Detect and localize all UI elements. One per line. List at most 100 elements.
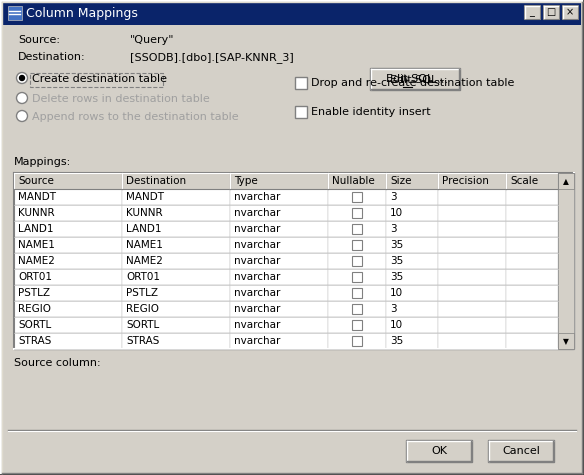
Bar bbox=[386, 173, 438, 189]
Circle shape bbox=[16, 111, 27, 122]
Text: ORT01: ORT01 bbox=[126, 272, 160, 282]
Bar bbox=[438, 173, 506, 189]
Text: Destination:: Destination: bbox=[18, 52, 86, 62]
Bar bbox=[406, 440, 472, 462]
Bar bbox=[295, 106, 307, 118]
Bar bbox=[14, 285, 122, 301]
Bar bbox=[352, 304, 362, 314]
Text: Delete rows in destination table: Delete rows in destination table bbox=[32, 94, 210, 104]
Bar bbox=[122, 285, 230, 301]
Bar bbox=[352, 320, 362, 330]
Bar bbox=[328, 205, 386, 221]
Text: Column Mappings: Column Mappings bbox=[26, 7, 138, 20]
Text: nvarchar: nvarchar bbox=[234, 304, 280, 314]
Bar bbox=[386, 333, 438, 349]
Text: nvarchar: nvarchar bbox=[234, 336, 280, 346]
Text: Source column:: Source column: bbox=[14, 358, 100, 368]
Text: SORTL: SORTL bbox=[18, 320, 51, 330]
Text: PSTLZ: PSTLZ bbox=[18, 288, 50, 298]
Bar bbox=[562, 5, 578, 19]
Text: Precision: Precision bbox=[442, 176, 489, 186]
Bar bbox=[506, 317, 558, 333]
Text: nvarchar: nvarchar bbox=[234, 224, 280, 234]
Text: nvarchar: nvarchar bbox=[234, 192, 280, 202]
Bar bbox=[506, 333, 558, 349]
Text: nvarchar: nvarchar bbox=[234, 240, 280, 250]
Bar bbox=[328, 317, 386, 333]
Bar bbox=[386, 253, 438, 269]
Bar bbox=[14, 173, 122, 189]
Text: nvarchar: nvarchar bbox=[234, 208, 280, 218]
Bar bbox=[122, 269, 230, 285]
Text: Destination: Destination bbox=[126, 176, 186, 186]
Text: ▲: ▲ bbox=[563, 177, 569, 186]
Text: STRAS: STRAS bbox=[126, 336, 159, 346]
Text: nvarchar: nvarchar bbox=[234, 288, 280, 298]
Bar bbox=[328, 333, 386, 349]
Text: Source:: Source: bbox=[18, 35, 60, 45]
Bar bbox=[386, 269, 438, 285]
Bar bbox=[328, 189, 386, 205]
Bar bbox=[386, 221, 438, 237]
Bar bbox=[438, 221, 506, 237]
Bar bbox=[438, 189, 506, 205]
Bar bbox=[328, 269, 386, 285]
Bar bbox=[386, 189, 438, 205]
Bar bbox=[386, 237, 438, 253]
Bar bbox=[506, 205, 558, 221]
Text: LAND1: LAND1 bbox=[18, 224, 54, 234]
Bar bbox=[352, 208, 362, 218]
Text: Edit SQL...: Edit SQL... bbox=[390, 75, 448, 85]
Text: OK: OK bbox=[431, 446, 447, 456]
Bar bbox=[438, 317, 506, 333]
Bar bbox=[506, 221, 558, 237]
Text: Append rows to the destination table: Append rows to the destination table bbox=[32, 112, 239, 122]
Bar bbox=[328, 253, 386, 269]
Bar bbox=[506, 237, 558, 253]
Text: 3: 3 bbox=[390, 192, 397, 202]
Text: 35: 35 bbox=[390, 240, 403, 250]
Text: 10: 10 bbox=[390, 320, 403, 330]
Bar bbox=[488, 440, 554, 462]
Bar bbox=[558, 173, 574, 189]
Text: Size: Size bbox=[390, 176, 412, 186]
Text: ×: × bbox=[566, 7, 574, 17]
Bar bbox=[524, 5, 540, 19]
Text: 35: 35 bbox=[390, 336, 403, 346]
Bar bbox=[386, 285, 438, 301]
Text: Scale: Scale bbox=[510, 176, 538, 186]
Bar bbox=[328, 301, 386, 317]
Circle shape bbox=[19, 76, 25, 80]
Bar bbox=[352, 224, 362, 234]
Text: SORTL: SORTL bbox=[126, 320, 159, 330]
Text: Nullable: Nullable bbox=[332, 176, 375, 186]
Bar bbox=[506, 269, 558, 285]
Bar bbox=[438, 301, 506, 317]
Bar bbox=[506, 301, 558, 317]
Bar bbox=[438, 253, 506, 269]
Bar bbox=[14, 301, 122, 317]
Text: Source: Source bbox=[18, 176, 54, 186]
Text: nvarchar: nvarchar bbox=[234, 272, 280, 282]
Bar bbox=[230, 317, 328, 333]
Text: [SSODB].[dbo].[SAP-KNNR_3]: [SSODB].[dbo].[SAP-KNNR_3] bbox=[130, 52, 294, 63]
Bar bbox=[230, 301, 328, 317]
Bar bbox=[438, 269, 506, 285]
Bar bbox=[122, 205, 230, 221]
Bar bbox=[122, 253, 230, 269]
Bar bbox=[438, 237, 506, 253]
Text: "Query": "Query" bbox=[130, 35, 175, 45]
Bar bbox=[506, 189, 558, 205]
Text: 35: 35 bbox=[390, 272, 403, 282]
Bar bbox=[328, 285, 386, 301]
Text: 3: 3 bbox=[390, 304, 397, 314]
Bar bbox=[295, 77, 307, 89]
Bar bbox=[230, 173, 328, 189]
Bar bbox=[386, 301, 438, 317]
Bar bbox=[558, 173, 574, 349]
Text: _: _ bbox=[530, 7, 534, 17]
Bar bbox=[352, 288, 362, 298]
Bar bbox=[370, 68, 460, 90]
Bar bbox=[230, 253, 328, 269]
Text: 3: 3 bbox=[390, 224, 397, 234]
